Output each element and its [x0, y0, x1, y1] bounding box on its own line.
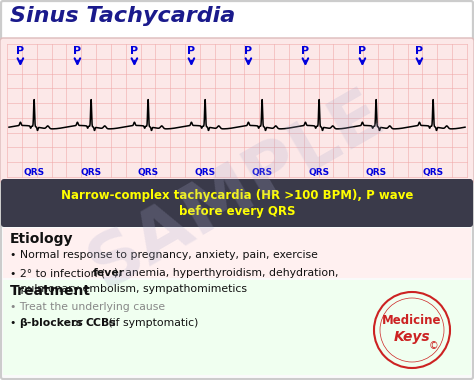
Text: Etiology: Etiology — [10, 232, 73, 246]
Text: QRS: QRS — [24, 168, 45, 176]
Text: P: P — [16, 46, 25, 56]
FancyBboxPatch shape — [1, 179, 473, 227]
Text: (if symptomatic): (if symptomatic) — [105, 318, 198, 328]
Text: QRS: QRS — [81, 168, 101, 176]
FancyBboxPatch shape — [0, 38, 474, 183]
Text: P: P — [73, 46, 82, 56]
Text: • Treat the underlying cause: • Treat the underlying cause — [10, 302, 165, 312]
Text: P: P — [301, 46, 310, 56]
Text: P: P — [187, 46, 195, 56]
Text: SAMPLE: SAMPLE — [78, 78, 396, 302]
Text: or: or — [68, 318, 86, 328]
Text: QRS: QRS — [137, 168, 159, 176]
Text: QRS: QRS — [365, 168, 387, 176]
Bar — [3, 228, 471, 278]
Text: Treatment: Treatment — [10, 284, 91, 298]
Text: P: P — [415, 46, 423, 56]
Text: QRS: QRS — [252, 168, 273, 176]
Text: • Normal response to pregnancy, anxiety, pain, exercise: • Normal response to pregnancy, anxiety,… — [10, 250, 318, 260]
Text: •: • — [10, 318, 20, 328]
Text: QRS: QRS — [422, 168, 444, 176]
Text: pulmonary embolism, sympathomimetics: pulmonary embolism, sympathomimetics — [10, 284, 247, 294]
Text: QRS: QRS — [309, 168, 329, 176]
Text: Medicine: Medicine — [382, 315, 442, 328]
Text: β-blockers: β-blockers — [18, 318, 82, 328]
Text: Narrow-complex tachycardia (HR >100 BPM), P wave: Narrow-complex tachycardia (HR >100 BPM)… — [61, 190, 413, 203]
Bar — [3, 3, 471, 41]
Text: QRS: QRS — [194, 168, 216, 176]
Text: CCBs: CCBs — [85, 318, 116, 328]
Text: P: P — [244, 46, 253, 56]
Text: P: P — [130, 46, 138, 56]
Text: P: P — [358, 46, 366, 56]
Text: Sinus Tachycardia: Sinus Tachycardia — [10, 6, 235, 26]
Text: Keys: Keys — [394, 330, 430, 344]
Text: before every QRS: before every QRS — [179, 204, 295, 217]
Text: ©: © — [429, 341, 439, 351]
Text: • 2° to infection (: • 2° to infection ( — [10, 268, 105, 278]
Bar — [3, 280, 471, 375]
Text: ), anemia, hyperthyroidism, dehydration,: ), anemia, hyperthyroidism, dehydration, — [114, 268, 339, 278]
Text: fever: fever — [92, 268, 125, 278]
